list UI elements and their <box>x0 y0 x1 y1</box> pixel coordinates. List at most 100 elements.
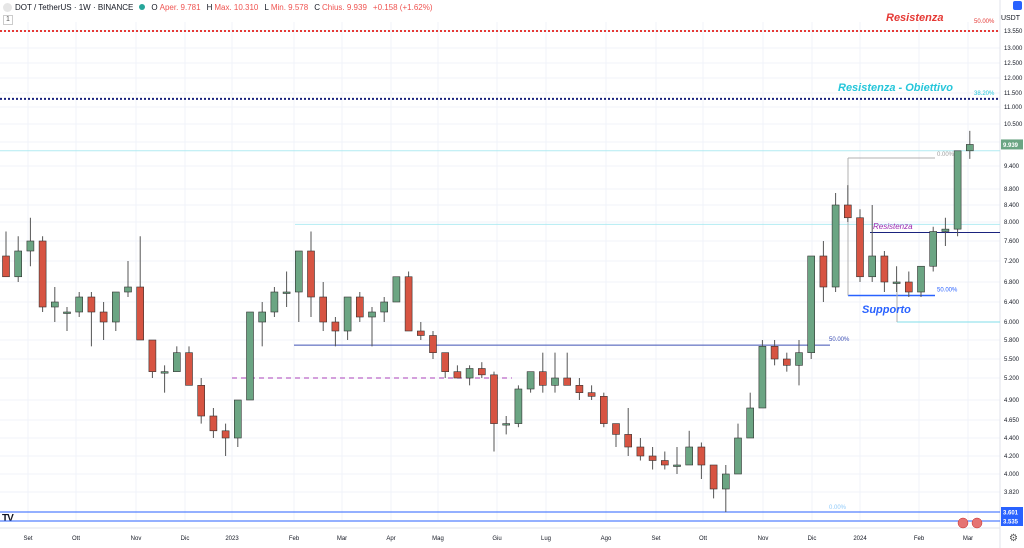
market-status-icon <box>139 4 146 10</box>
y-tick-label: 4.400 <box>1004 436 1020 442</box>
candle-body <box>856 217 864 278</box>
y-tick-label: 5.200 <box>1004 376 1020 382</box>
y-tick-label: 8.400 <box>1004 203 1020 209</box>
candle-body <box>490 374 498 424</box>
candle-body <box>14 250 22 278</box>
candle-body <box>892 281 901 284</box>
tradingview-logo-icon: TV <box>2 513 14 524</box>
candle-body <box>197 385 205 417</box>
annotation-obiettivo: Resistenza - Obiettivo <box>838 82 953 94</box>
x-tick-label: Mag <box>432 536 444 542</box>
candle-body <box>343 296 352 332</box>
candle-body <box>551 377 559 386</box>
candle-body <box>917 265 925 293</box>
fib-label: 50.00% <box>974 19 995 25</box>
candle-body <box>514 388 523 424</box>
candle-body <box>2 255 10 278</box>
annotation-supporto: Supporto <box>862 304 911 316</box>
candle-body <box>929 231 938 267</box>
x-tick-label: Mar <box>963 536 973 542</box>
fib-label: 38.20% <box>974 91 995 97</box>
y-tick-label: 6.000 <box>1004 320 1020 326</box>
candle-body <box>294 250 303 293</box>
y-tick-label: 4.900 <box>1004 398 1020 404</box>
candle-body <box>636 446 645 457</box>
fullscreen-icon[interactable] <box>1013 1 1022 10</box>
y-tick-label: 3.820 <box>1004 490 1020 496</box>
symbol-title[interactable]: DOT / TetherUS · 1W · BINANCE <box>15 2 134 12</box>
price-tag <box>1001 139 1023 150</box>
candle-body <box>112 291 120 323</box>
fib-label: 50.00% <box>829 337 850 343</box>
candle-body <box>734 437 742 475</box>
y-tick-label: 9.400 <box>1004 164 1020 170</box>
candle-body <box>587 392 596 397</box>
y-tick-label: 12.500 <box>1004 61 1023 67</box>
x-tick-label: Ott <box>699 536 707 542</box>
candle-body <box>660 460 669 466</box>
candle-body <box>26 240 35 252</box>
candle-body <box>697 446 706 466</box>
y-tick-label: 12.000 <box>1004 76 1023 82</box>
y-tick-label: 5.800 <box>1004 338 1020 344</box>
candle-body <box>807 255 816 353</box>
candle-body <box>173 352 181 372</box>
x-tick-label: Ago <box>601 536 612 542</box>
candle-body <box>282 291 291 294</box>
y-tick-label: 4.000 <box>1004 472 1020 478</box>
price-tag <box>1001 507 1023 517</box>
candle-body <box>843 204 852 219</box>
candle-body <box>234 399 242 439</box>
y-tick-label: 8.000 <box>1004 220 1020 226</box>
candle-body <box>709 464 718 490</box>
x-tick-label: Feb <box>914 536 925 542</box>
currency-label[interactable]: USDT <box>1000 15 1020 22</box>
x-tick-label: Nov <box>758 536 769 542</box>
y-tick-label: 11.500 <box>1004 91 1023 97</box>
candle-body <box>770 346 779 360</box>
fib-label: 50.00% <box>937 288 958 294</box>
event-flag-icon <box>971 517 983 529</box>
interval-badge[interactable]: 1 <box>3 15 13 25</box>
fib-label: 0.00% <box>937 152 955 158</box>
gear-icon[interactable]: ⚙ <box>1009 533 1018 544</box>
candle-body <box>441 352 450 372</box>
candle-body <box>465 368 474 379</box>
low-label: L <box>264 2 269 12</box>
candle-body <box>502 423 511 426</box>
x-tick-label: Dic <box>808 536 817 542</box>
candle-body <box>50 301 59 308</box>
price-tag-label: 9.939 <box>1003 143 1019 149</box>
candle-body <box>380 301 389 313</box>
y-tick-label: 6.800 <box>1004 280 1020 286</box>
y-tick-label: 13.550 <box>1004 29 1023 35</box>
candle-body <box>941 228 950 232</box>
candle-body <box>136 286 144 341</box>
change-value: +0.158 (+1.62%) <box>372 2 433 12</box>
candle-body <box>563 377 572 386</box>
candle-body <box>575 385 584 393</box>
y-tick-label: 10.500 <box>1004 122 1023 128</box>
candle-body <box>148 339 157 372</box>
close-value: Chius. 9.939 <box>321 2 367 12</box>
candle-body <box>904 281 913 293</box>
x-tick-label: Mar <box>337 536 347 542</box>
x-tick-label: 2023 <box>225 536 239 542</box>
low-value: Min. 9.578 <box>270 2 309 12</box>
candle-body <box>416 330 425 336</box>
candle-body <box>368 311 376 318</box>
candle-body <box>612 423 620 435</box>
candle-body <box>721 473 730 490</box>
open-value: Aper. 9.781 <box>159 2 201 12</box>
candle-body <box>404 276 413 332</box>
candle-body <box>538 371 547 386</box>
candle-body <box>758 346 767 409</box>
candle-body <box>124 286 132 293</box>
candle-body <box>99 311 108 323</box>
price-tag-label: 3.601 <box>1003 511 1019 517</box>
y-tick-label: 7.200 <box>1004 259 1020 265</box>
high-label: H <box>206 2 213 12</box>
y-tick-label: 11.000 <box>1004 105 1023 111</box>
candle-body <box>648 455 657 461</box>
